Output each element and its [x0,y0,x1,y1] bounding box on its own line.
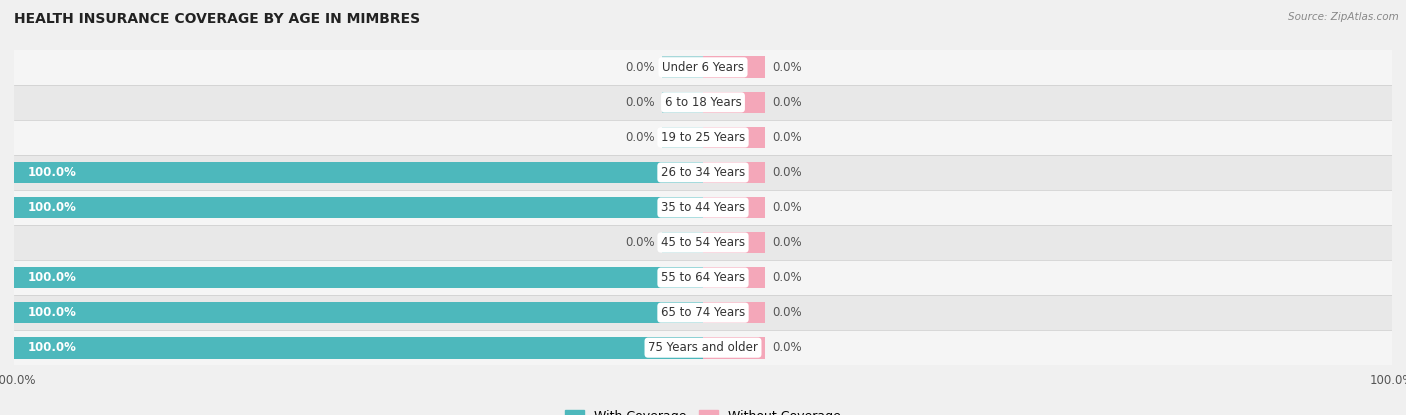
Bar [662,232,703,254]
Text: 26 to 34 Years: 26 to 34 Years [661,166,745,179]
Text: 100.0%: 100.0% [28,201,77,214]
Bar [662,127,703,148]
Bar [14,190,1392,225]
Bar [14,267,703,288]
Text: 0.0%: 0.0% [626,96,655,109]
Bar [703,302,765,324]
Text: 0.0%: 0.0% [626,61,655,74]
Text: 75 Years and older: 75 Years and older [648,341,758,354]
Text: 0.0%: 0.0% [772,271,801,284]
Bar [703,337,765,359]
Text: 45 to 54 Years: 45 to 54 Years [661,236,745,249]
Text: 55 to 64 Years: 55 to 64 Years [661,271,745,284]
Text: 0.0%: 0.0% [772,201,801,214]
Text: 100.0%: 100.0% [28,306,77,319]
Bar [14,302,703,324]
Legend: With Coverage, Without Coverage: With Coverage, Without Coverage [561,405,845,415]
Text: Under 6 Years: Under 6 Years [662,61,744,74]
Bar [14,295,1392,330]
Text: 0.0%: 0.0% [772,306,801,319]
Text: 19 to 25 Years: 19 to 25 Years [661,131,745,144]
Bar [703,197,765,218]
Text: 0.0%: 0.0% [772,236,801,249]
Bar [703,56,765,78]
Bar [703,161,765,183]
Text: 0.0%: 0.0% [626,236,655,249]
Bar [703,232,765,254]
Text: HEALTH INSURANCE COVERAGE BY AGE IN MIMBRES: HEALTH INSURANCE COVERAGE BY AGE IN MIMB… [14,12,420,27]
Bar [14,120,1392,155]
Text: 100.0%: 100.0% [28,341,77,354]
Text: 0.0%: 0.0% [626,131,655,144]
Bar [14,225,1392,260]
Bar [14,330,1392,365]
Text: 65 to 74 Years: 65 to 74 Years [661,306,745,319]
Text: 0.0%: 0.0% [772,166,801,179]
Bar [703,91,765,113]
Bar [14,197,703,218]
Text: 0.0%: 0.0% [772,61,801,74]
Bar [14,161,703,183]
Text: 0.0%: 0.0% [772,96,801,109]
Bar [662,91,703,113]
Bar [14,155,1392,190]
Text: 6 to 18 Years: 6 to 18 Years [665,96,741,109]
Bar [14,50,1392,85]
Text: 100.0%: 100.0% [28,271,77,284]
Bar [14,337,703,359]
Bar [14,260,1392,295]
Text: 100.0%: 100.0% [28,166,77,179]
Text: 0.0%: 0.0% [772,341,801,354]
Text: 0.0%: 0.0% [772,131,801,144]
Bar [703,267,765,288]
Text: 35 to 44 Years: 35 to 44 Years [661,201,745,214]
Bar [662,56,703,78]
Bar [703,127,765,148]
Bar [14,85,1392,120]
Text: Source: ZipAtlas.com: Source: ZipAtlas.com [1288,12,1399,22]
